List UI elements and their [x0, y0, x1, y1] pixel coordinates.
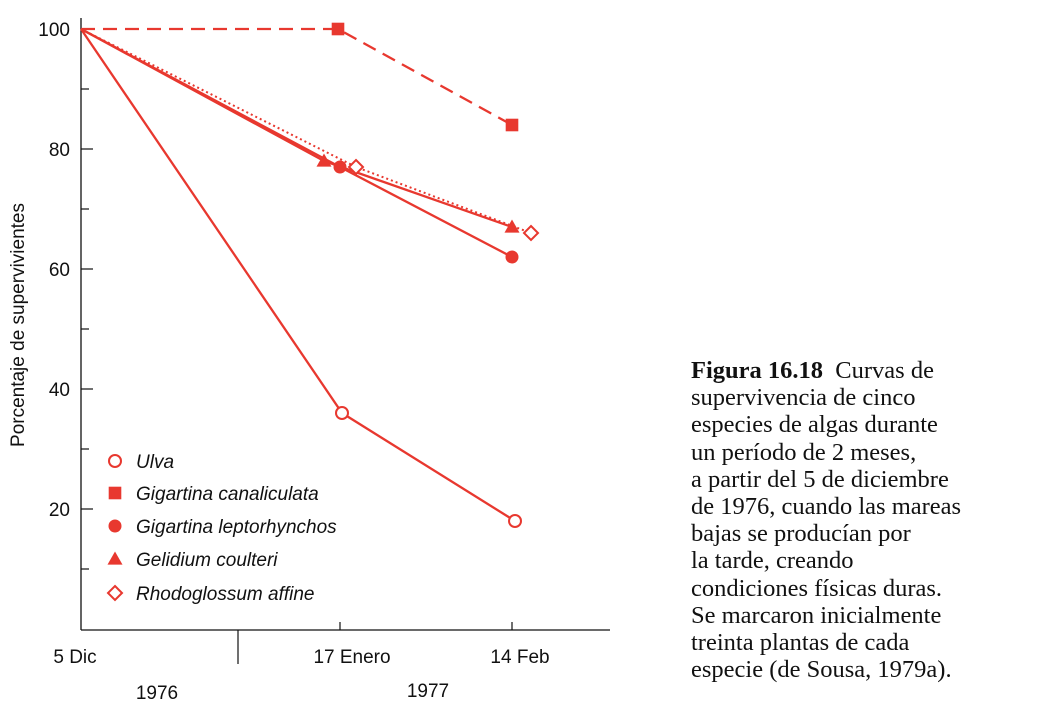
caption-text: un período de 2 meses,: [691, 438, 917, 466]
series-line: [81, 27, 513, 127]
legend-label: Gigartina canaliculata: [136, 484, 319, 505]
y-tick-label: 20: [49, 500, 70, 521]
caption-text: treinta plantas de cada: [691, 629, 910, 657]
caption-text: Curvas de: [835, 357, 934, 384]
data-point: [347, 158, 365, 176]
year-label: 1976: [136, 683, 178, 704]
legend-marker: [106, 584, 124, 602]
y-axis-title: Porcentaje de supervivientes: [8, 203, 29, 447]
series-line: [80, 27, 513, 229]
caption-line-1: Figura 16.18 Curvas de: [691, 357, 1036, 384]
caption-text: supervivencia de cinco: [691, 384, 916, 412]
legend-label: Gelidium coulteri: [136, 550, 278, 571]
legend-label: Rhodoglossum affine: [136, 584, 315, 605]
data-point: [505, 250, 519, 264]
caption-text: especie (de Sousa, 1979a).: [691, 656, 952, 684]
data-point: [508, 514, 522, 528]
y-tick-label: 40: [49, 380, 70, 401]
figure-caption: Figura 16.18 Curvas de supervivencia de …: [691, 357, 1036, 683]
x-tick-label: 17 Enero: [313, 647, 390, 668]
y-tick-label: 100: [38, 20, 70, 41]
year-label: 1977: [407, 681, 449, 702]
legend-label: Ulva: [136, 452, 174, 473]
caption-text: de 1976, cuando las mareas: [691, 493, 962, 521]
legend: Ulva Gigartina canaliculata Gigartina lept…: [106, 452, 337, 605]
series-line: [80, 28, 516, 522]
legend-marker: [107, 551, 123, 565]
caption-text: la tarde, creando: [691, 547, 854, 575]
series-lines: [80, 22, 540, 528]
data-point: [335, 406, 349, 420]
caption-text: bajas se producían por: [691, 520, 911, 548]
legend-marker: [108, 454, 122, 468]
data-point: [504, 219, 520, 233]
caption-text: especies de algas durante: [691, 411, 938, 439]
x-tick-label: 5 Dic: [53, 647, 96, 668]
caption-text: condiciones físicas duras.: [691, 574, 943, 602]
series-line: [80, 28, 532, 234]
figure-number: Figura 16.18: [691, 357, 824, 384]
x-tick-label: 14 Feb: [490, 647, 549, 668]
legend-marker: [108, 486, 122, 500]
data-point: [522, 224, 540, 242]
data-point: [316, 153, 332, 167]
y-tick-label: 60: [49, 260, 70, 281]
caption-text: a partir del 5 de diciembre: [691, 465, 949, 493]
y-tick-label: 80: [49, 140, 70, 161]
legend-label: Gigartina leptorhynchos: [136, 517, 337, 538]
legend-marker: [108, 519, 122, 533]
data-point: [505, 118, 519, 132]
caption-text: Se marcaron inicialmente: [691, 601, 942, 629]
data-point: [331, 22, 345, 36]
axes: 20 40 60 80 100 Porcentaje de supervivientes 5…: [8, 18, 610, 704]
